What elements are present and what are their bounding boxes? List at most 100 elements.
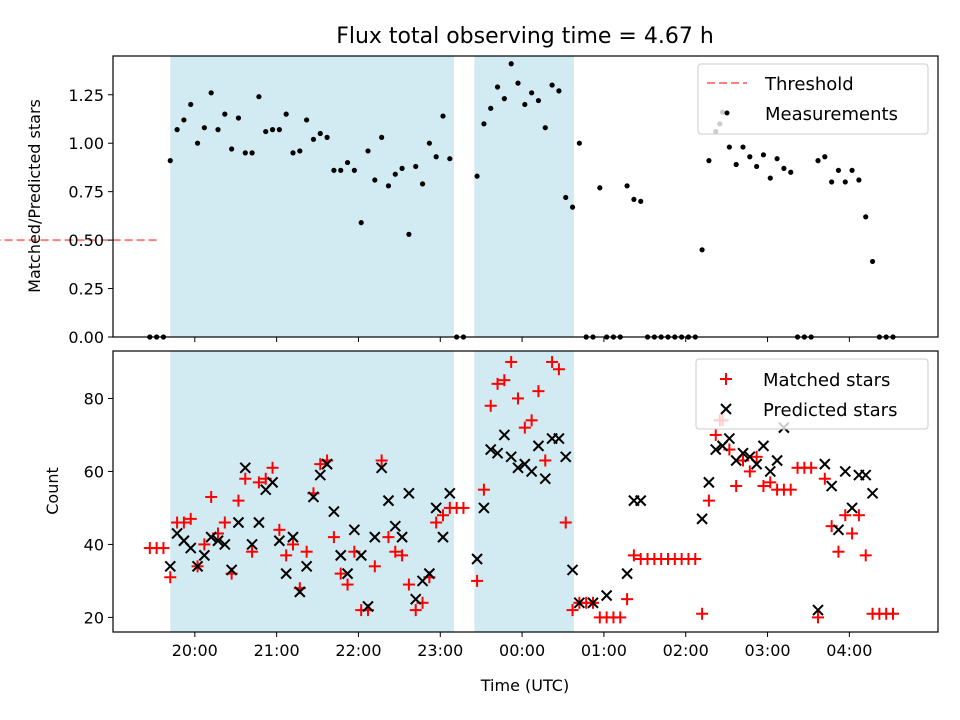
predicted-star-point [560, 451, 572, 463]
matched-star-point [818, 472, 831, 485]
measurement-point [365, 148, 371, 154]
predicted-star-point [832, 524, 845, 536]
predicted-star-point [191, 560, 204, 573]
predicted-star-point [362, 600, 374, 613]
predicted-star-point [498, 429, 511, 441]
predicted-star-point [219, 538, 231, 551]
measurement-point [754, 163, 760, 170]
matched-star-point [859, 549, 872, 562]
matched-star-point [552, 363, 565, 376]
matched-star-point [498, 374, 511, 387]
matched-star-point [341, 578, 354, 591]
predicted-star-point [764, 465, 776, 478]
predicted-star-point [539, 473, 551, 485]
measurement-point [276, 127, 282, 133]
predicted-star-point [164, 560, 176, 573]
predicted-star-point [532, 440, 545, 452]
predicted-star-point [232, 516, 245, 529]
matched-star-point [764, 476, 777, 489]
xtick-label: 00:00 [499, 641, 545, 660]
predicted-star-point [505, 451, 517, 463]
matched-star-point [300, 545, 313, 558]
measurement-point [426, 140, 432, 146]
measurement-point [863, 214, 869, 220]
matched-star-point [280, 549, 293, 562]
predicted-star-point [437, 531, 449, 543]
matched-star-point [477, 483, 490, 496]
measurement-point [638, 198, 644, 204]
bottom-panel: 20 40 60 80 20:00 21:00 22:00 23:00 00:00 01:00 0… [43, 350, 939, 695]
measurement-point [542, 125, 548, 131]
measurement-point [494, 84, 501, 90]
top-ytick-label: 0.75 [68, 183, 104, 202]
measurement-point [406, 231, 412, 237]
measurement-point [488, 105, 494, 111]
measurement-point [740, 144, 746, 150]
predicted-star-point [212, 535, 224, 547]
top-legend-box [697, 63, 929, 135]
threshold-legend-label: Threshold [764, 74, 854, 95]
predicted-star-point [553, 432, 565, 445]
measurement-point [310, 136, 317, 142]
measurement-point [324, 134, 330, 140]
predicted-star-point [525, 465, 538, 478]
predicted-star-point [635, 494, 647, 507]
matched-star-point [314, 458, 327, 471]
matched-star-point [559, 516, 572, 529]
predicted-star-point [757, 440, 770, 452]
measurement-point [304, 117, 310, 123]
predicted-star-point [273, 535, 286, 547]
predicted-star-point [396, 531, 408, 543]
measurement-point [481, 121, 487, 127]
measurement-point [215, 127, 221, 133]
matched-star-point [198, 538, 211, 551]
predicted-star-point [300, 560, 313, 573]
measurement-point [419, 181, 426, 187]
measurement-point [597, 185, 603, 191]
predicted-star-point [314, 469, 326, 481]
predicted-star-point [321, 458, 333, 470]
matched-star-point [546, 355, 559, 368]
measurement-point [344, 159, 351, 166]
predicted-star-point [703, 476, 715, 489]
measurement-point [413, 163, 419, 170]
measurements-legend-label: Measurements [765, 104, 898, 125]
matched-star-point [512, 392, 524, 405]
predicted-star-point [246, 538, 258, 551]
predicted-star-point [253, 516, 265, 529]
matched-star-point [252, 476, 265, 489]
predicted-star-point [430, 502, 442, 514]
measurement-point [385, 183, 392, 189]
measurement-point [201, 125, 207, 131]
top-axes-frame [112, 55, 939, 338]
matched-legend-label: Matched stars [763, 370, 890, 391]
measurement-point [624, 183, 630, 189]
matched-star-point [437, 509, 449, 522]
matched-star-point [621, 593, 634, 606]
measurement-point [290, 150, 296, 156]
bottom-legend-box [695, 358, 929, 430]
measurement-point [569, 204, 576, 210]
measurement-point [474, 173, 480, 179]
matched-star-point [409, 604, 422, 617]
measurement-point [194, 140, 201, 146]
measurement-point [549, 82, 555, 88]
measurement-point [235, 115, 242, 121]
predicted-star-point [198, 549, 211, 562]
matched-star-point [709, 428, 722, 441]
x-axis-label: Time (UTC) [480, 676, 569, 695]
bottom-ytick-label: 80 [84, 389, 104, 408]
measurement-point [399, 165, 405, 171]
measurement-point [447, 156, 453, 162]
predicted-star-point [491, 447, 504, 459]
matched-star-point [614, 611, 627, 624]
measurement-point [188, 101, 194, 108]
measurement-point [331, 167, 337, 173]
predicted-star-point [512, 462, 524, 474]
matched-star-point [239, 472, 252, 485]
predicted-star-point [866, 487, 879, 500]
predicted-star-point [812, 604, 824, 616]
measurement-point [529, 90, 535, 96]
measurement-point [229, 146, 235, 152]
